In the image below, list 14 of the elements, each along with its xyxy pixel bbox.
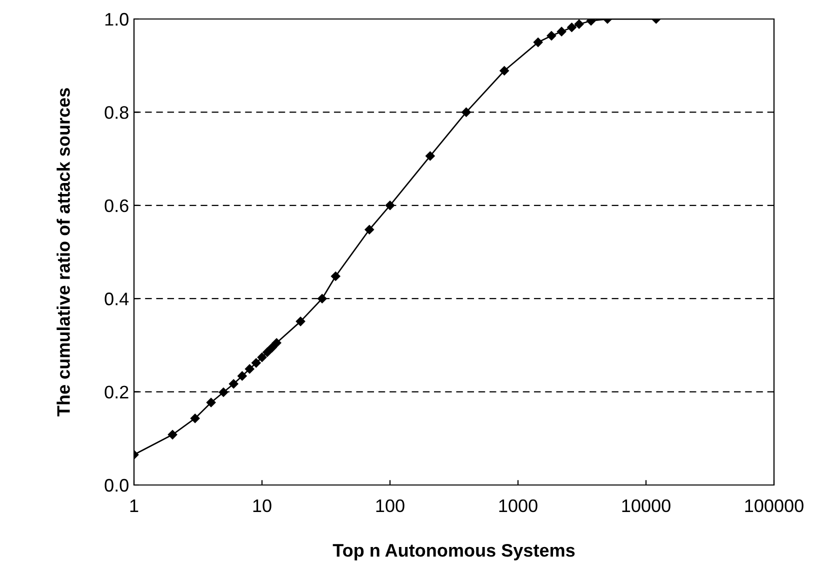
x-tick-label: 10000: [622, 499, 670, 512]
y-tick-label: 0.4: [104, 292, 129, 306]
x-tick-label: 10: [253, 499, 272, 512]
y-tick-label: 0.8: [104, 106, 128, 119]
y-tick-label: 1.0: [105, 12, 128, 26]
x-tick-label: 1: [130, 500, 138, 512]
y-tick-label: 0.0: [104, 478, 128, 492]
x-tick-label: 1000: [499, 499, 538, 512]
y-axis-title: The cumulative ratio of attack sources: [56, 88, 70, 416]
y-tick-label: 0.2: [104, 386, 128, 399]
y-tick-label: 0.6: [104, 199, 128, 212]
x-tick-label: 100000: [745, 499, 804, 512]
x-axis-title: Top n Autonomous Systems: [332, 544, 575, 560]
x-tick-label: 100: [376, 499, 404, 512]
